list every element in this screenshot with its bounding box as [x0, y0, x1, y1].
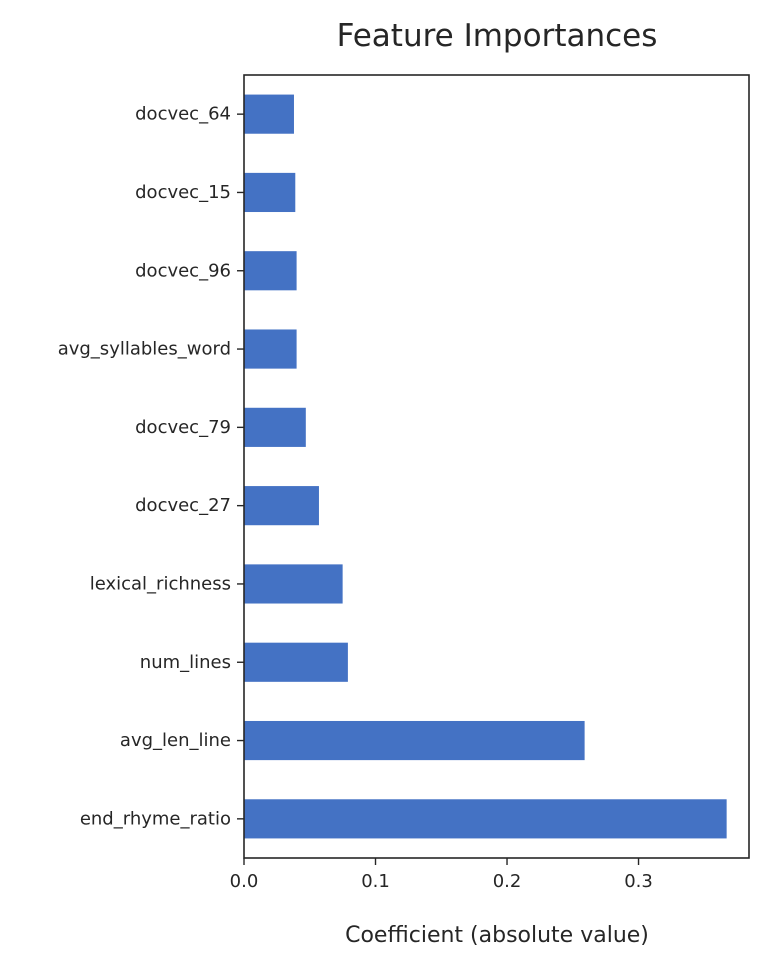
bar-docvec-64 — [244, 94, 294, 134]
bar-avg-len-line — [244, 720, 585, 761]
plot-area-frame — [243, 74, 750, 859]
bar-docvec-96 — [244, 251, 297, 291]
y-tick-label: docvec_64 — [135, 104, 231, 125]
x-axis-ticks: 0.0 0.1 0.2 0.3 — [230, 858, 653, 892]
bar-docvec-27 — [244, 486, 319, 526]
y-tick-label: docvec_79 — [135, 417, 231, 438]
y-tick-label: docvec_96 — [135, 260, 231, 281]
y-tick-label: num_lines — [140, 652, 231, 673]
bar-end-rhyme-ratio — [244, 799, 727, 839]
y-tick-label: docvec_27 — [135, 495, 231, 516]
x-tick-label: 0.3 — [624, 871, 653, 892]
x-tick-label: 0.1 — [361, 871, 390, 892]
x-tick-label: 0.0 — [230, 871, 259, 892]
y-tick-label: avg_syllables_word — [58, 339, 231, 360]
y-tick-label: docvec_15 — [135, 182, 231, 203]
chart-title: Feature Importances — [337, 18, 658, 54]
x-axis-label: Coefficient (absolute value) — [345, 923, 649, 948]
bars-group — [244, 94, 727, 839]
bar-docvec-15 — [244, 172, 296, 213]
bar-docvec-79 — [244, 407, 306, 447]
bar-num-lines — [244, 642, 348, 682]
bar-lexical-richness — [244, 564, 343, 604]
y-tick-label: lexical_richness — [90, 573, 231, 594]
y-tick-label: end_rhyme_ratio — [80, 808, 231, 829]
y-axis-ticks: docvec_64 docvec_15 docvec_96 avg_syllables… — [58, 104, 244, 829]
y-tick-label: avg_len_line — [120, 730, 231, 751]
bar-avg-syllables-word — [244, 329, 297, 369]
x-tick-label: 0.2 — [493, 871, 522, 892]
